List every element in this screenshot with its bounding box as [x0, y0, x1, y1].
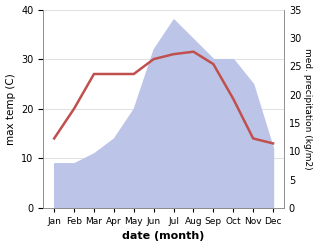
Y-axis label: max temp (C): max temp (C) [5, 73, 16, 144]
X-axis label: date (month): date (month) [122, 231, 205, 242]
Y-axis label: med. precipitation (kg/m2): med. precipitation (kg/m2) [303, 48, 313, 169]
